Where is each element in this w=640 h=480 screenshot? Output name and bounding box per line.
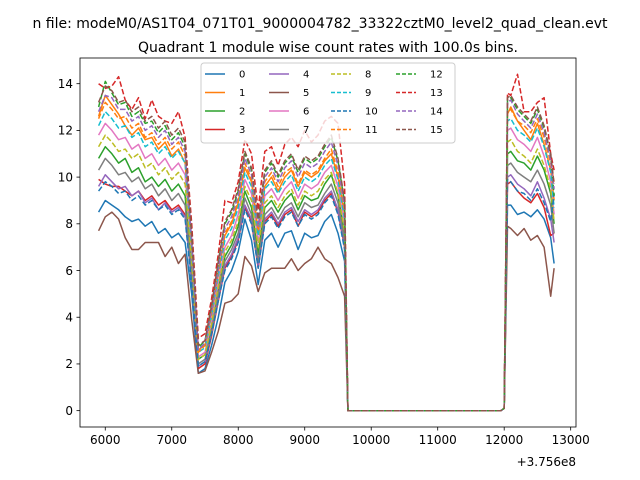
x-tick-label: 9000 xyxy=(289,433,320,447)
legend-label-14: 14 xyxy=(430,107,443,118)
y-tick-label: 4 xyxy=(65,311,73,325)
y-tick-label: 12 xyxy=(58,124,73,138)
legend-box xyxy=(200,62,456,144)
x-tick-label: 13000 xyxy=(552,433,590,447)
legend-label-3: 3 xyxy=(239,125,245,136)
legend-label-0: 0 xyxy=(239,70,245,81)
y-tick-label: 0 xyxy=(65,404,73,418)
axes-frame xyxy=(79,57,577,428)
chart-suptitle: n file: modeM0/AS1T04_071T01_9000004782_… xyxy=(32,16,608,32)
legend-label-2: 2 xyxy=(239,107,245,118)
legend-label-13: 13 xyxy=(430,88,443,99)
x-tick-label: 7000 xyxy=(156,433,187,447)
x-offset-label: +3.756e8 xyxy=(517,455,576,469)
legend-label-10: 10 xyxy=(365,107,378,118)
y-tick-label: 14 xyxy=(58,77,73,91)
chart-title: Quadrant 1 module wise count rates with … xyxy=(138,40,518,56)
legend-label-9: 9 xyxy=(365,88,371,99)
legend-label-5: 5 xyxy=(303,88,309,99)
legend-label-12: 12 xyxy=(430,70,443,81)
legend-label-7: 7 xyxy=(303,125,309,136)
legend-label-4: 4 xyxy=(303,70,309,81)
legend-label-1: 1 xyxy=(239,88,245,99)
axis-ticks: 6000 7000 8000 9000 10000 11000 12000 13000 0 2 4 6… xyxy=(58,77,590,447)
series-group xyxy=(97,73,555,412)
x-tick-label: 11000 xyxy=(419,433,457,447)
x-tick-label: 10000 xyxy=(352,433,390,447)
x-tick-label: 6000 xyxy=(90,433,121,447)
y-tick-label: 10 xyxy=(58,170,73,184)
legend-label-8: 8 xyxy=(365,70,371,81)
y-tick-label: 6 xyxy=(65,264,73,278)
y-tick-label: 2 xyxy=(65,357,73,371)
x-tick-label: 8000 xyxy=(223,433,254,447)
legend-label-11: 11 xyxy=(365,125,378,136)
series-line-10 xyxy=(97,178,555,412)
legend-label-15: 15 xyxy=(430,125,443,136)
x-tick-label: 12000 xyxy=(485,433,523,447)
legend-label-6: 6 xyxy=(303,107,309,118)
y-tick-label: 8 xyxy=(65,217,73,231)
